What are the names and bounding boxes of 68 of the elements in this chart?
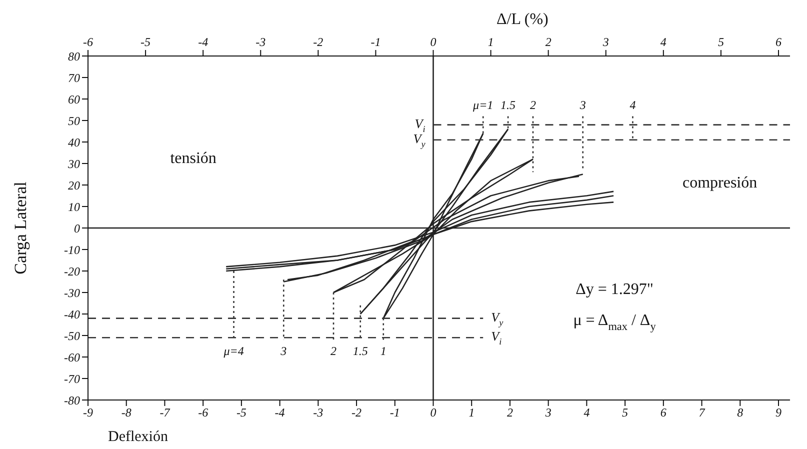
annotation: 3 — [578, 98, 586, 112]
y-tick-label: -30 — [64, 286, 80, 300]
y-tick-label: 30 — [67, 156, 80, 171]
x2-tick-label: 3 — [602, 35, 609, 49]
x2-tick-label: 1 — [488, 35, 494, 49]
annotation: V$_{i}$ — [491, 328, 502, 347]
y-tick-label: 40 — [68, 135, 80, 150]
x-tick-label: 3 — [544, 406, 552, 420]
annotation: V$_{y}$ — [491, 309, 504, 328]
y-tick-label: -60 — [64, 350, 80, 364]
annotation: 1.5 — [500, 98, 516, 112]
x-tick-label: -9 — [83, 406, 93, 420]
y-tick-label: -10 — [64, 242, 80, 257]
x2-tick-label: -6 — [83, 35, 93, 49]
y-tick-label: 80 — [68, 49, 80, 64]
y-tick-label: 50 — [68, 114, 80, 128]
x-tick-label: -3 — [313, 406, 324, 420]
annotation: 1.5 — [352, 344, 368, 358]
annotation: Δy = 1.297" — [576, 280, 654, 298]
annotation: tensión — [170, 150, 216, 167]
x-tick-label: -7 — [160, 406, 171, 420]
x-tick-label: -5 — [236, 406, 246, 420]
annotation: μ=1 — [472, 98, 494, 112]
x-tick-label: -1 — [390, 406, 400, 420]
x-tick-label: 2 — [506, 406, 513, 420]
x-tick-label: 5 — [622, 406, 628, 420]
y-tick-label: -40 — [64, 307, 80, 322]
y-tick-label: -80 — [64, 393, 80, 408]
x2-tick-label: -5 — [140, 35, 151, 49]
x-tick-label: 7 — [698, 406, 706, 420]
annotation: 2 — [530, 98, 536, 112]
x-tick-label: -8 — [121, 406, 132, 420]
x-tick-label: -6 — [198, 406, 208, 420]
x-tick-label: 4 — [584, 406, 590, 420]
y-axis-title: Carga Lateral — [10, 181, 30, 274]
y-tick-label: 0 — [74, 221, 80, 236]
annotation: μ=4 — [222, 344, 244, 358]
x2-axis-title: Δ/L (%) — [496, 10, 548, 28]
annotation: 3 — [280, 344, 287, 358]
x-tick-label: 9 — [775, 406, 782, 420]
x-tick-label: -2 — [352, 406, 362, 420]
x2-tick-label: 6 — [775, 35, 782, 49]
y-tick-label: -70 — [64, 372, 80, 386]
x2-tick-label: 5 — [718, 35, 724, 49]
annotation: compresión — [682, 174, 758, 191]
x2-tick-label: 4 — [660, 35, 666, 49]
x2-tick-label: 2 — [545, 35, 552, 49]
x2-tick-label: -3 — [256, 35, 266, 49]
annotation: 4 — [630, 98, 636, 112]
annotation: 1 — [380, 344, 386, 358]
y-tick-label: -50 — [64, 328, 80, 343]
y-tick-label: 60 — [68, 92, 80, 106]
x-tick-label: -4 — [274, 406, 285, 420]
x-tick-label: 0 — [430, 406, 436, 420]
x2-tick-label: -2 — [313, 35, 324, 49]
x2-tick-label: -4 — [198, 35, 208, 49]
annotation: 2 — [330, 344, 337, 358]
annotation: μ = Δ$_{max}$ / Δ$_{y}$ — [573, 312, 656, 332]
y-tick-label: 20 — [68, 178, 80, 192]
x2-tick-label: -1 — [370, 35, 381, 49]
y-tick-label: -20 — [64, 264, 80, 278]
x-tick-label: 8 — [737, 406, 744, 420]
y-tick-label: 10 — [68, 200, 80, 214]
x-tick-label: 1 — [468, 406, 475, 420]
x-tick-label: 6 — [660, 406, 666, 420]
x2-tick-label: 0 — [430, 35, 436, 49]
x-axis-title: Deflexión — [108, 429, 168, 446]
y-tick-label: 70 — [68, 70, 80, 85]
